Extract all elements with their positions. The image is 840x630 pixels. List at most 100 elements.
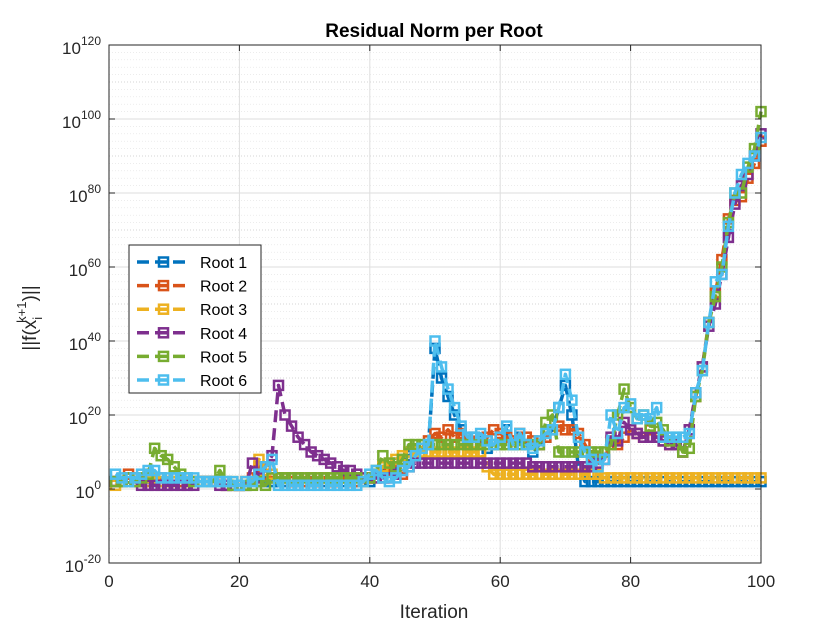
data-marker (644, 431, 656, 443)
data-marker (442, 424, 454, 436)
data-marker (585, 446, 598, 458)
data-marker (500, 468, 513, 480)
data-marker (409, 449, 422, 462)
data-marker (181, 472, 193, 484)
data-marker (494, 468, 506, 480)
data-marker (631, 472, 643, 484)
data-marker (435, 446, 448, 458)
data-marker (540, 416, 552, 429)
data-marker (533, 461, 546, 473)
legend-item-root-3: Root 3 (137, 302, 247, 319)
x-tick-label: 40 (360, 572, 379, 591)
data-marker (703, 316, 715, 329)
data-marker (455, 438, 467, 451)
data-marker (448, 438, 461, 451)
data-marker (305, 479, 317, 492)
data-marker (559, 446, 572, 458)
data-marker (572, 446, 585, 458)
data-marker (566, 409, 578, 421)
data-marker (279, 472, 291, 484)
data-marker (285, 472, 298, 484)
data-marker (487, 438, 500, 451)
legend-label: Root 3 (200, 302, 247, 319)
data-marker (690, 387, 702, 399)
legend-marker (157, 256, 170, 268)
data-marker (579, 461, 591, 473)
data-marker (598, 472, 611, 484)
x-tick-label: 0 (104, 572, 113, 591)
data-marker (442, 438, 454, 451)
data-marker (670, 472, 682, 484)
data-marker (592, 461, 604, 473)
data-marker (240, 475, 252, 488)
data-marker (579, 468, 591, 480)
data-marker (318, 472, 330, 484)
data-marker (696, 472, 709, 484)
data-marker (344, 472, 356, 484)
data-marker (298, 472, 311, 484)
data-marker (272, 379, 285, 392)
y-tick-label: 1080 (69, 182, 102, 206)
data-marker (579, 475, 591, 488)
data-marker (527, 461, 539, 473)
data-marker (194, 475, 207, 488)
data-marker (611, 409, 624, 421)
data-marker (709, 472, 722, 484)
data-marker (455, 457, 467, 469)
y-axis-ticks: 10-20 100 1020 1040 1060 1080 10100 10120 (62, 34, 761, 576)
data-marker (357, 475, 370, 488)
data-marker (396, 453, 409, 466)
data-marker (292, 431, 304, 443)
data-marker (337, 464, 350, 477)
data-marker (514, 427, 526, 440)
data-marker (259, 479, 272, 492)
data-marker (690, 472, 702, 484)
data-marker (246, 457, 259, 469)
data-marker (448, 446, 461, 458)
legend-item-root-1: Root 1 (137, 255, 247, 272)
legend-label: Root 4 (200, 326, 247, 343)
data-marker (683, 472, 696, 484)
data-marker (514, 457, 526, 469)
data-marker (559, 424, 572, 436)
legend-item-root-5: Root 5 (137, 349, 247, 366)
data-marker (474, 427, 487, 440)
data-marker (148, 464, 161, 477)
data-marker (468, 457, 480, 469)
data-marker (318, 479, 330, 492)
data-marker (598, 453, 611, 466)
data-marker (448, 409, 461, 421)
data-marker (220, 475, 233, 488)
data-marker (559, 368, 572, 381)
data-marker (455, 420, 467, 432)
data-marker (292, 472, 304, 484)
y-tick-label: 10120 (62, 34, 101, 58)
y-tick-label: 1060 (69, 256, 102, 280)
data-marker (174, 479, 187, 492)
data-marker (611, 472, 624, 484)
y-tick-label: 10-20 (65, 552, 102, 576)
data-marker (722, 472, 735, 484)
legend-item-root-6: Root 6 (137, 373, 247, 390)
data-marker (514, 468, 526, 480)
data-marker (527, 442, 539, 455)
legend-item-root-2: Root 2 (137, 279, 247, 296)
data-marker (716, 472, 728, 484)
data-marker (559, 461, 572, 473)
data-marker (461, 431, 474, 443)
data-marker (624, 398, 637, 410)
data-marker (618, 383, 630, 395)
data-marker (266, 472, 278, 484)
data-marker (579, 446, 591, 458)
data-marker (637, 431, 650, 443)
data-marker (546, 409, 559, 421)
data-marker (461, 457, 474, 469)
data-marker (748, 472, 761, 484)
data-marker (161, 453, 174, 466)
data-marker (605, 472, 617, 484)
data-marker (422, 457, 435, 469)
data-marker (305, 472, 317, 484)
data-marker (448, 457, 461, 469)
y-axis-label: ||f(xik+1)|| (14, 285, 45, 350)
